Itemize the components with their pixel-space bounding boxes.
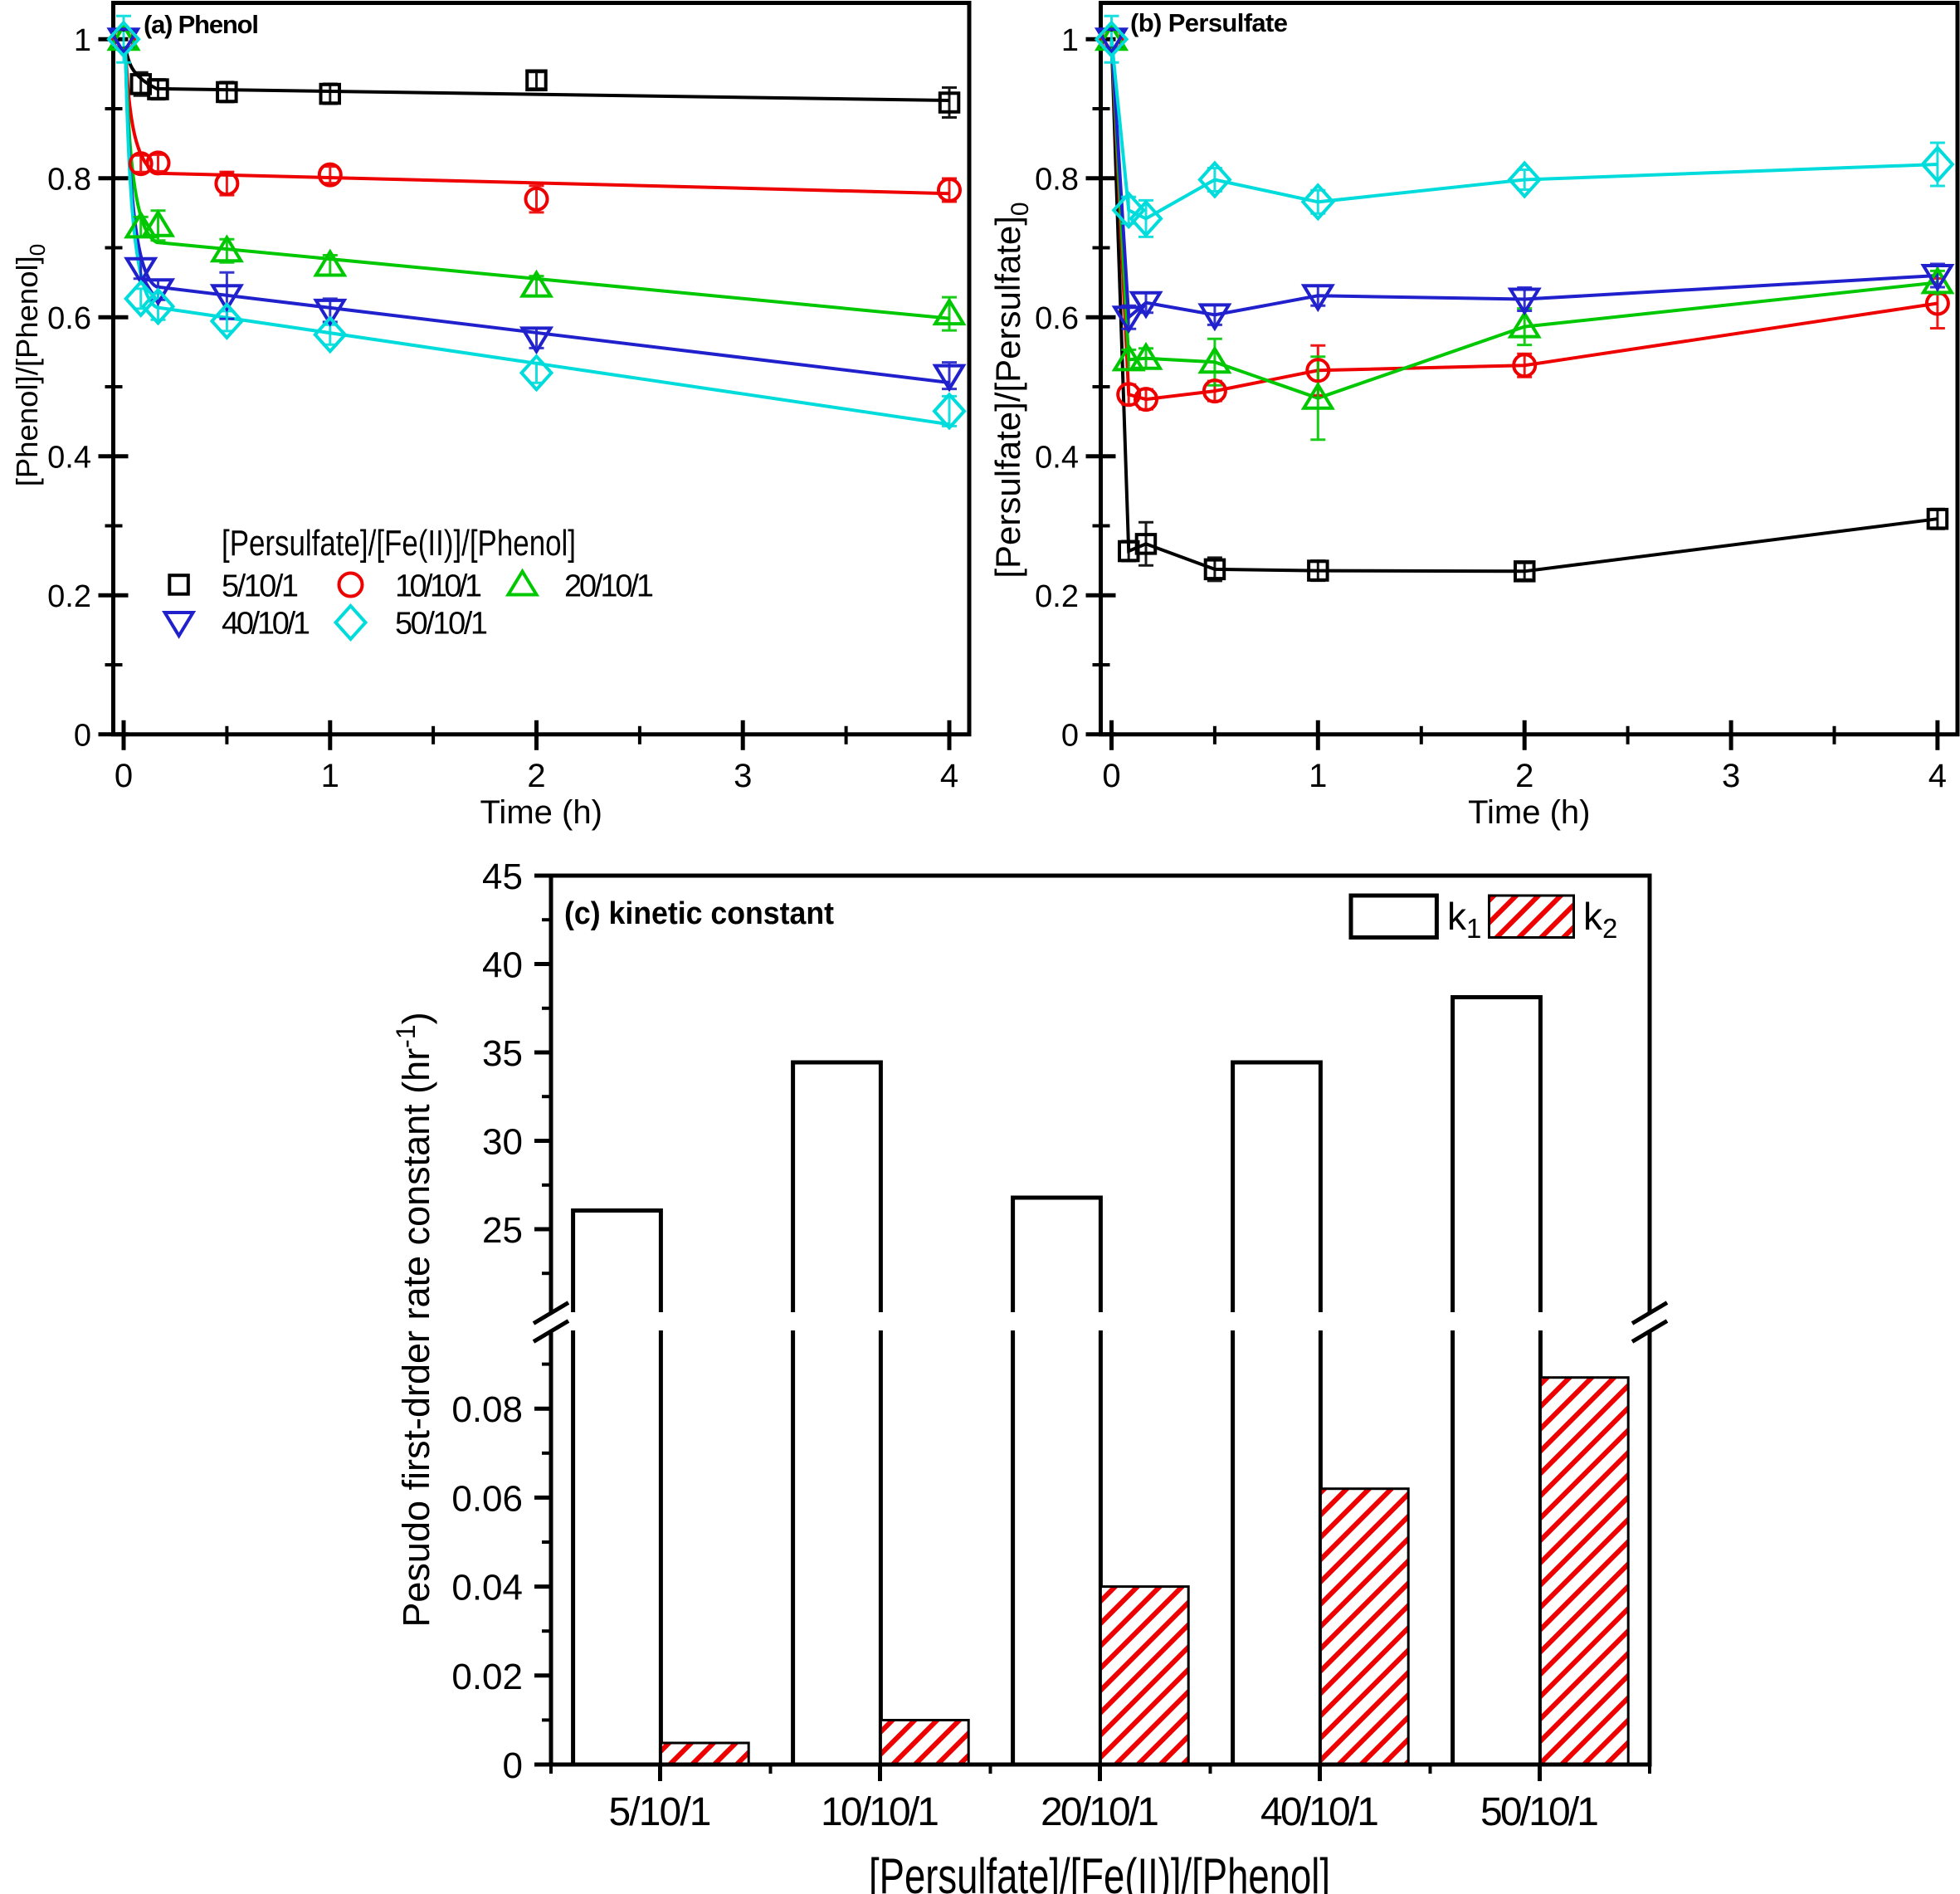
svg-text:Pesudo first-drder rate consta: Pesudo first-drder rate constant (hr-1) xyxy=(391,1012,437,1627)
svg-text:0.6: 0.6 xyxy=(47,301,91,336)
svg-text:45: 45 xyxy=(482,857,523,897)
svg-text:0.4: 0.4 xyxy=(1035,440,1079,475)
svg-text:40/10/1: 40/10/1 xyxy=(222,607,310,642)
svg-text:0.8: 0.8 xyxy=(47,162,91,197)
svg-text:1: 1 xyxy=(1061,23,1079,58)
svg-text:[Persulfate]/[Fe(II)]/[Phenol]: [Persulfate]/[Fe(II)]/[Phenol] xyxy=(222,523,576,564)
svg-text:35: 35 xyxy=(482,1033,523,1074)
svg-text:0: 0 xyxy=(503,1745,523,1786)
svg-text:0: 0 xyxy=(1061,718,1079,753)
svg-text:1: 1 xyxy=(74,23,91,58)
svg-text:0: 0 xyxy=(74,718,91,753)
svg-text:0: 0 xyxy=(1102,758,1120,794)
svg-text:[Persulfate]/[Fe(II)]/[Phenol]: [Persulfate]/[Fe(II)]/[Phenol] xyxy=(869,1848,1330,1894)
svg-text:40: 40 xyxy=(482,945,523,986)
svg-text:1: 1 xyxy=(321,758,339,794)
svg-text:0.08: 0.08 xyxy=(451,1389,523,1430)
svg-text:2: 2 xyxy=(527,758,545,794)
svg-text:Time (h): Time (h) xyxy=(1468,794,1590,831)
svg-text:25: 25 xyxy=(482,1210,523,1251)
svg-text:0.2: 0.2 xyxy=(47,579,91,614)
svg-text:0.2: 0.2 xyxy=(1035,579,1079,614)
svg-text:20/10/1: 20/10/1 xyxy=(1041,1790,1159,1834)
svg-text:0: 0 xyxy=(115,758,133,794)
svg-text:1: 1 xyxy=(1309,758,1327,794)
svg-text:(a) Phenol: (a) Phenol xyxy=(144,10,259,39)
svg-text:20/10/1: 20/10/1 xyxy=(564,569,654,604)
svg-text:30: 30 xyxy=(482,1122,523,1163)
svg-text:3: 3 xyxy=(734,758,752,794)
svg-text:0.8: 0.8 xyxy=(1035,162,1079,197)
svg-text:5/10/1: 5/10/1 xyxy=(222,569,299,604)
svg-text:4: 4 xyxy=(940,758,958,794)
svg-text:5/10/1: 5/10/1 xyxy=(609,1790,712,1834)
svg-text:50/10/1: 50/10/1 xyxy=(1480,1790,1599,1834)
svg-text:0.4: 0.4 xyxy=(47,440,91,475)
svg-text:3: 3 xyxy=(1722,758,1740,794)
svg-text:0.04: 0.04 xyxy=(451,1568,523,1608)
svg-text:Time (h): Time (h) xyxy=(480,794,602,831)
svg-text:0.06: 0.06 xyxy=(451,1478,523,1519)
svg-text:[Persulfate]/[Persulfate]0: [Persulfate]/[Persulfate]0 xyxy=(988,202,1034,578)
svg-text:(b) Persulfate: (b) Persulfate xyxy=(1130,8,1288,37)
svg-text:10/10/1: 10/10/1 xyxy=(821,1790,939,1834)
svg-text:50/10/1: 50/10/1 xyxy=(395,607,488,642)
svg-text:2: 2 xyxy=(1515,758,1533,794)
svg-text:0.6: 0.6 xyxy=(1035,301,1079,336)
svg-text:0.02: 0.02 xyxy=(451,1657,523,1697)
svg-text:4: 4 xyxy=(1928,758,1947,794)
svg-text:(c) kinetic constant: (c) kinetic constant xyxy=(564,896,834,931)
svg-text:10/10/1: 10/10/1 xyxy=(395,569,482,604)
svg-text:40/10/1: 40/10/1 xyxy=(1260,1790,1379,1834)
svg-text:[Phenol]/[Phenol]0: [Phenol]/[Phenol]0 xyxy=(10,244,50,486)
